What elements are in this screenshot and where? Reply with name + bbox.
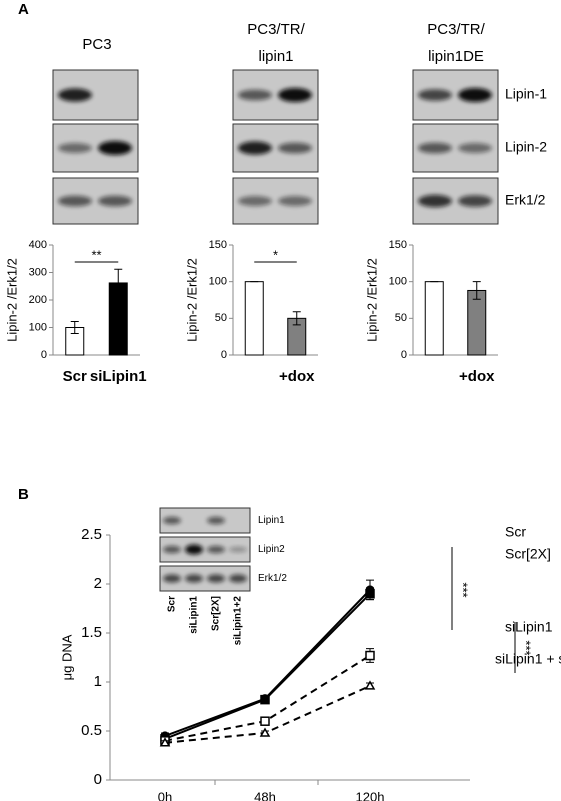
blot-row-label: Erk1/2 <box>505 192 546 208</box>
y-axis-label: μg DNA <box>59 634 74 680</box>
blot-band <box>278 88 312 102</box>
error-bar <box>70 320 79 335</box>
significance-label: * <box>273 247 278 262</box>
point <box>365 589 375 599</box>
y-tick-label: 100 <box>209 276 227 288</box>
error-bar <box>472 281 481 300</box>
significance-label: ** <box>91 247 101 262</box>
column-title: PC3/TR/ <box>247 21 305 38</box>
point <box>159 737 171 747</box>
x-tick-label: +dox <box>279 368 315 385</box>
blot-band <box>229 546 247 553</box>
column-title: PC3 <box>82 36 111 53</box>
column-title: lipin1DE <box>428 48 484 65</box>
blot-band <box>207 574 225 583</box>
x-tick-label: 48h <box>254 789 276 801</box>
significance-label: *** <box>456 582 471 597</box>
inset-row-label: Lipin2 <box>258 544 285 555</box>
inset-lane-label: siLipin1 <box>189 596 200 634</box>
inset-lane-label: siLipin1+2 <box>233 596 244 646</box>
point <box>260 694 270 705</box>
series-label: Scr[2X] <box>505 546 551 562</box>
x-tick-label: 0h <box>158 789 172 801</box>
blot-band <box>418 194 452 208</box>
y-tick-label: 400 <box>29 239 47 251</box>
error-bar <box>114 268 123 298</box>
panel-label: A <box>18 1 29 18</box>
series-label: siLipin1 + siLipin2 <box>495 651 561 667</box>
y-tick-label: 2.5 <box>81 526 102 543</box>
blot-band <box>458 88 492 102</box>
y-tick-label: 50 <box>395 312 407 324</box>
y-tick-label: 0 <box>221 349 227 361</box>
y-tick-label: 0 <box>94 771 102 788</box>
point <box>364 680 376 690</box>
column-title: lipin1 <box>258 48 293 65</box>
y-tick-label: 1.5 <box>81 624 102 641</box>
blot-band <box>229 574 247 583</box>
x-tick-label: +dox <box>459 368 495 385</box>
inset-lane-label: Scr[2X] <box>211 596 222 631</box>
blot-band <box>58 88 92 102</box>
inset-row-label: Lipin1 <box>258 515 285 526</box>
x-tick-label: 120h <box>356 789 385 801</box>
blot-band <box>238 89 272 101</box>
y-tick-label: 100 <box>29 321 47 333</box>
y-tick-label: 150 <box>209 239 227 251</box>
blot-band <box>185 574 203 583</box>
column-title: PC3/TR/ <box>427 21 485 38</box>
y-axis-label: Lipin-2 /Erk1/2 <box>4 258 19 342</box>
blot-band <box>458 195 492 207</box>
blot-band <box>185 544 203 555</box>
bar <box>424 281 444 356</box>
blot-band <box>458 143 492 153</box>
x-tick-label: siLipin1 <box>90 368 147 385</box>
y-tick-label: 50 <box>215 312 227 324</box>
blot-row-label: Lipin-1 <box>505 86 547 102</box>
blot-band <box>418 89 452 101</box>
blot-band <box>58 195 92 207</box>
y-tick-label: 0 <box>401 349 407 361</box>
bar <box>244 281 264 356</box>
blot-band <box>278 196 312 206</box>
blot-row-label: Lipin-2 <box>505 139 547 155</box>
significance-label: *** <box>519 640 534 655</box>
series-label: siLipin1 <box>505 619 553 635</box>
point <box>365 650 375 661</box>
x-tick-label: Scr <box>63 368 87 385</box>
blot-band <box>98 141 132 155</box>
y-axis-label: Lipin-2 /Erk1/2 <box>184 258 199 342</box>
inset-lane-label: Scr <box>167 596 178 612</box>
blot-band <box>207 516 225 525</box>
y-tick-label: 0.5 <box>81 722 102 739</box>
blot-band <box>98 195 132 207</box>
point <box>260 716 270 726</box>
inset-row-label: Erk1/2 <box>258 573 287 584</box>
blot-band <box>163 516 181 525</box>
y-tick-label: 0 <box>41 349 47 361</box>
point <box>259 727 271 737</box>
panel-label: B <box>18 486 29 503</box>
blot-band <box>58 143 92 153</box>
y-tick-label: 100 <box>389 276 407 288</box>
blot-band <box>418 142 452 154</box>
blot-band <box>278 142 312 154</box>
y-tick-label: 1 <box>94 673 102 690</box>
blot-band <box>163 545 181 554</box>
y-tick-label: 300 <box>29 266 47 278</box>
blot-band <box>163 574 181 583</box>
y-tick-label: 150 <box>389 239 407 251</box>
y-tick-label: 2 <box>94 575 102 592</box>
y-tick-label: 200 <box>29 294 47 306</box>
y-axis-label: Lipin-2 /Erk1/2 <box>364 258 379 342</box>
series-label: Scr <box>505 524 526 540</box>
blot-band <box>207 545 225 554</box>
error-bar <box>292 311 301 326</box>
blot-band <box>238 196 272 206</box>
bar <box>467 289 487 356</box>
blot-band <box>238 141 272 155</box>
